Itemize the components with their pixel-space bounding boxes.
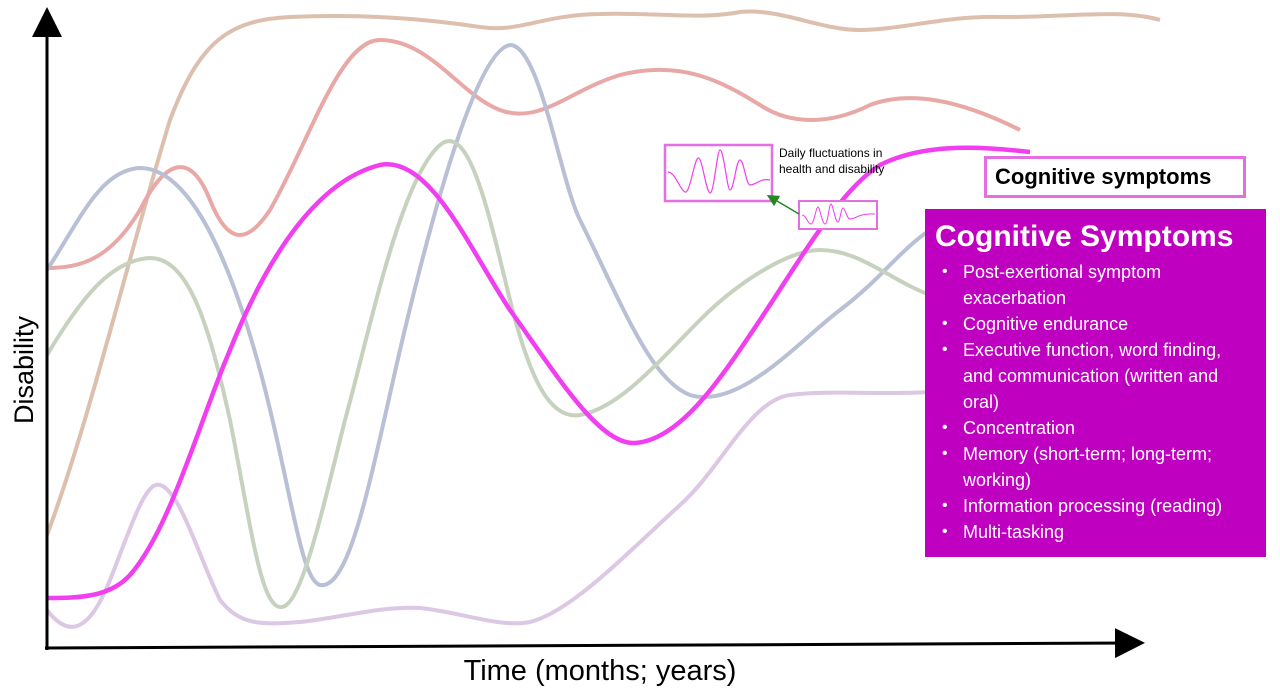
list-item: • Cognitive endurance <box>935 311 1256 337</box>
trajectory-cognitive-highlight <box>46 145 1031 601</box>
symptom-list: • Post-exertional symptom exacerbation • C… <box>935 259 1256 545</box>
trajectory-purple <box>45 390 931 629</box>
list-item: • Post-exertional symptom exacerbation <box>935 259 1256 311</box>
bullet-icon: • <box>942 341 948 358</box>
list-item: • Concentration <box>935 415 1256 441</box>
bullet-icon: • <box>942 263 948 280</box>
cognitive-symptoms-tag-label: Cognitive symptoms <box>995 164 1212 189</box>
x-axis <box>44 628 1145 659</box>
y-axis-label: Disability <box>9 315 39 425</box>
panel-title: Cognitive Symptoms <box>935 220 1234 253</box>
trajectory-brown <box>45 9 1161 536</box>
fluctuation-wave-small <box>801 203 876 225</box>
bullet-icon: • <box>942 419 948 436</box>
list-item: • Multi-tasking <box>935 519 1256 545</box>
x-axis-label: Time (months; years) <box>463 655 737 687</box>
trajectory-red <box>46 37 1021 270</box>
trajectory-blue <box>45 42 932 588</box>
bullet-icon: • <box>942 445 948 462</box>
cognitive-symptoms-tag: Cognitive symptoms <box>984 156 1246 198</box>
bullet-icon: • <box>942 315 948 332</box>
trajectory-green <box>45 139 931 609</box>
fluctuation-wave-large <box>667 149 771 194</box>
bullet-icon: • <box>942 523 948 540</box>
list-item: • Information processing (reading) <box>935 493 1256 519</box>
bullet-icon: • <box>942 497 948 514</box>
fluctuation-arrow <box>766 194 800 215</box>
fluctuation-note: Daily fluctuations in health and disabil… <box>779 146 885 176</box>
cognitive-symptoms-panel: Cognitive Symptoms • Post-exertional symp… <box>925 209 1266 557</box>
list-item: • Memory (short-term; long-term; working) <box>935 441 1256 493</box>
list-item: • Executive function, word finding, and c… <box>935 337 1256 415</box>
